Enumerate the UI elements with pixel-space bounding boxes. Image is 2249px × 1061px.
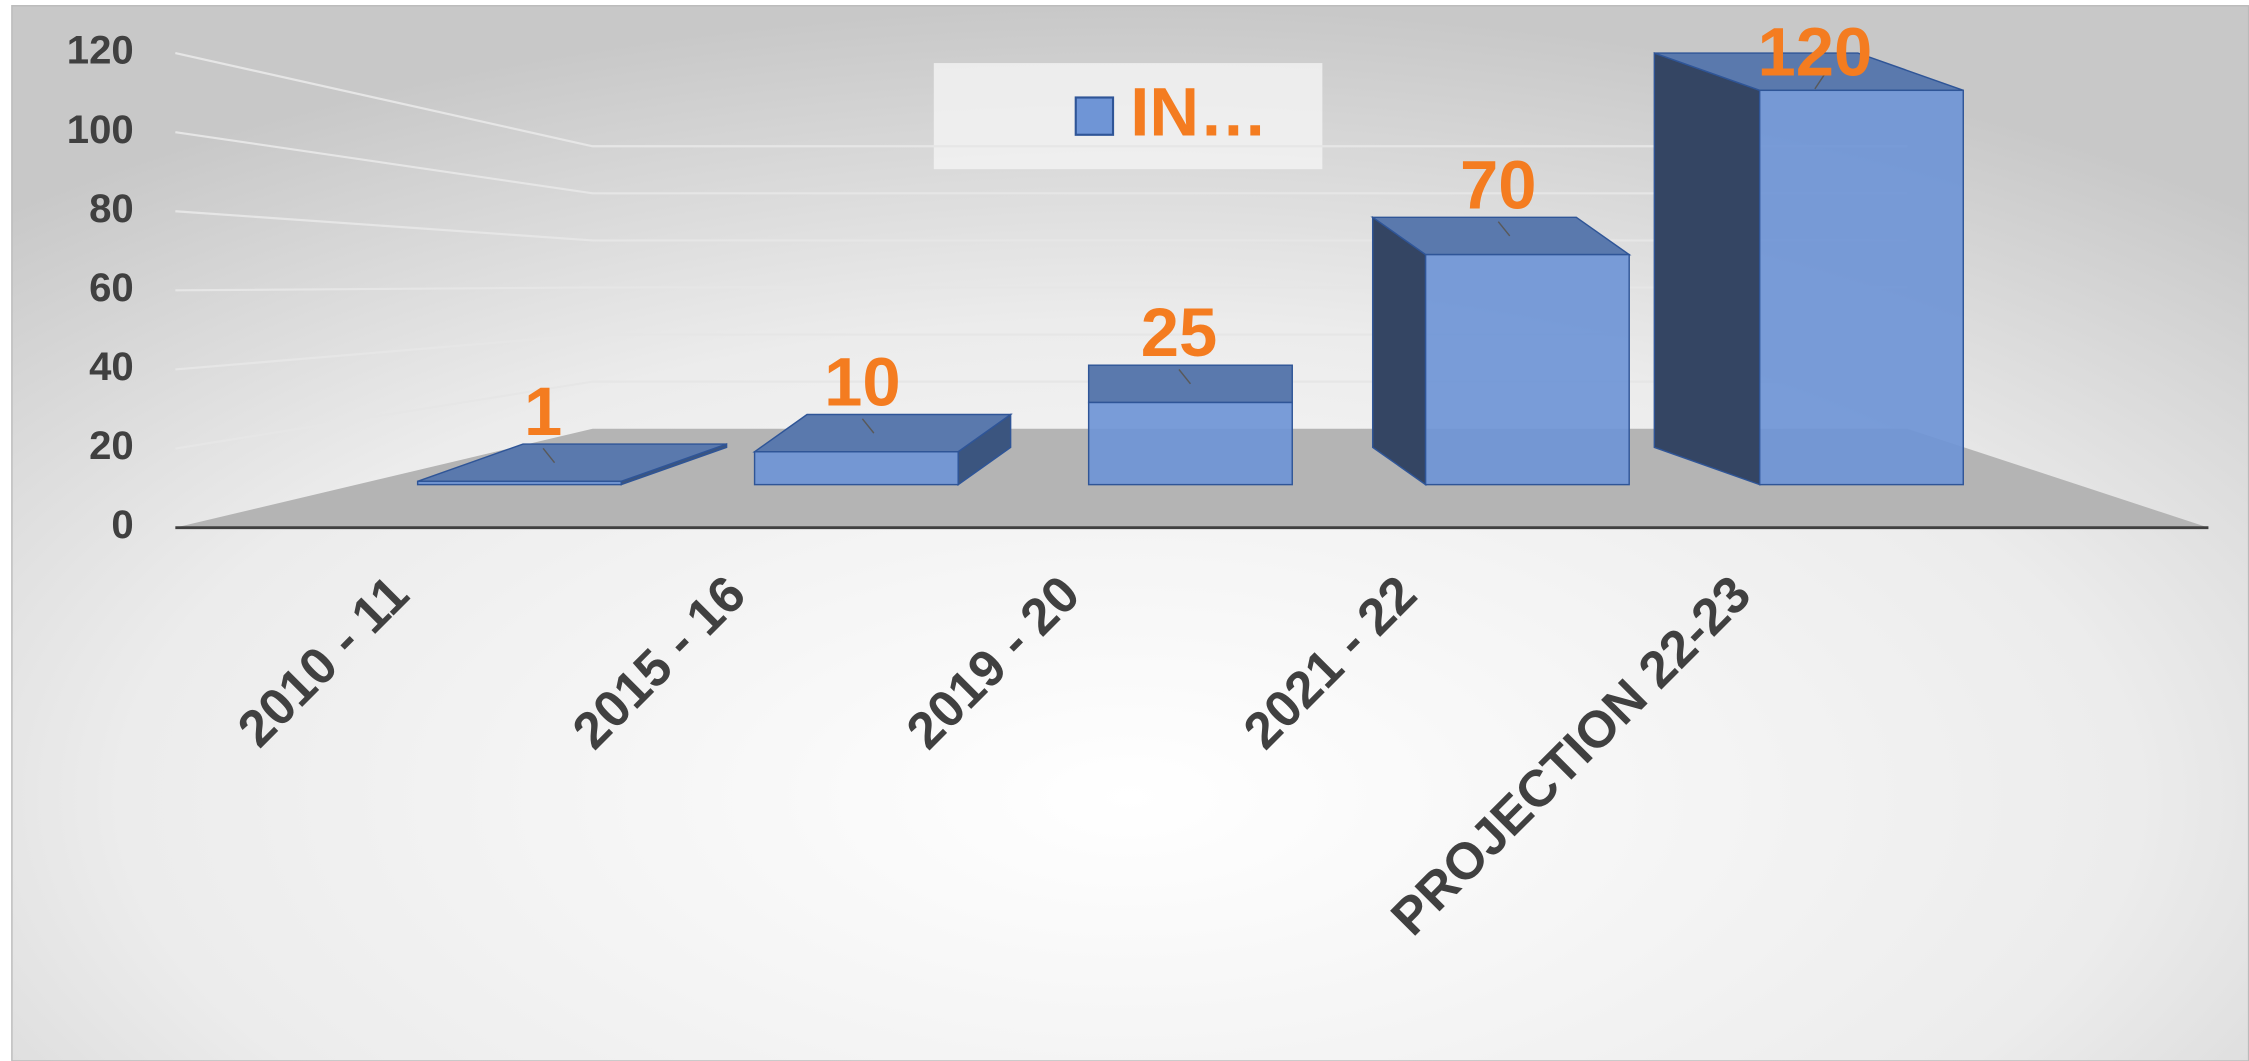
bar: 120 xyxy=(1653,14,1964,486)
y-tick-label: 80 xyxy=(89,186,134,231)
leader-line xyxy=(1178,369,1192,385)
bar-front xyxy=(416,480,622,486)
y-tick-label: 0 xyxy=(111,502,133,547)
y-tick-label: 20 xyxy=(89,423,134,468)
bar: 1 xyxy=(416,373,728,486)
bar-side xyxy=(1653,52,1761,486)
y-tick-label: 60 xyxy=(89,265,134,310)
bar-side xyxy=(1371,215,1427,487)
bar-front xyxy=(1087,401,1293,486)
legend-box xyxy=(933,63,1323,170)
bar-front xyxy=(1424,253,1630,486)
grid-line xyxy=(175,52,1908,148)
data-label: 10 xyxy=(824,343,901,420)
data-label: 1 xyxy=(524,373,562,450)
legend-swatch xyxy=(1074,96,1115,136)
leader-line xyxy=(1814,71,1827,90)
bar-front xyxy=(753,451,959,486)
leader-line xyxy=(542,447,556,464)
data-label: 25 xyxy=(1141,294,1218,371)
bar: 10 xyxy=(752,343,1013,487)
leader-line xyxy=(861,418,875,434)
y-tick-label: 120 xyxy=(67,28,134,73)
data-label: 70 xyxy=(1460,146,1537,223)
bar-front xyxy=(1758,89,1964,486)
leader-line xyxy=(1497,221,1511,237)
legend-label: IN… xyxy=(1130,74,1268,151)
bar: 25 xyxy=(1087,294,1293,486)
grid-line xyxy=(175,131,1908,195)
data-label: 120 xyxy=(1757,14,1872,91)
y-tick-label: 40 xyxy=(89,344,134,389)
bar: 70 xyxy=(1370,146,1632,487)
y-tick-label: 100 xyxy=(67,107,134,152)
